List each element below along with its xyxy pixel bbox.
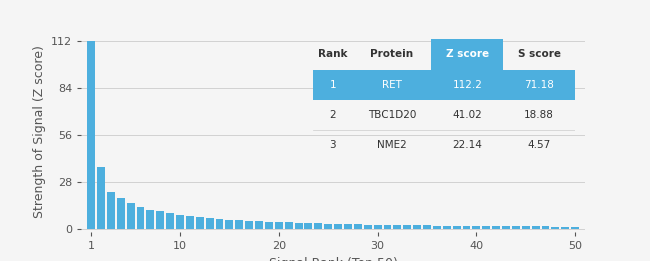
Text: 112.2: 112.2 [452,80,482,90]
Text: 4.57: 4.57 [527,140,551,150]
Bar [393,225,401,229]
Bar [245,221,253,229]
Bar [344,224,352,229]
Text: Protein: Protein [370,49,413,60]
Bar [97,167,105,229]
Text: 41.02: 41.02 [452,110,482,120]
Bar [562,227,569,229]
Bar [136,207,144,229]
Bar [403,225,411,229]
Bar [522,226,530,229]
Bar [186,216,194,229]
Bar [127,203,135,229]
Bar [423,226,431,229]
Text: RET: RET [382,80,402,90]
Bar [482,226,490,229]
Bar [463,226,471,229]
Bar [216,219,224,229]
Text: TBC1D20: TBC1D20 [368,110,416,120]
Bar [226,220,233,229]
Bar [502,226,510,229]
Bar [334,224,342,229]
Bar [443,226,450,229]
Text: 3: 3 [330,140,336,150]
Bar [176,215,184,229]
Text: 22.14: 22.14 [452,140,482,150]
Bar [532,226,539,229]
Bar [413,225,421,229]
Bar [354,224,362,229]
Text: 71.18: 71.18 [524,80,554,90]
Text: S score: S score [517,49,560,60]
Bar [156,211,164,229]
Bar [364,224,372,229]
Bar [255,221,263,229]
Bar [285,222,292,229]
Bar [235,220,243,229]
Bar [433,226,441,229]
Bar [452,226,461,229]
Bar [166,213,174,229]
Y-axis label: Strength of Signal (Z score): Strength of Signal (Z score) [32,45,46,218]
Bar [432,39,503,69]
Text: Rank: Rank [318,49,348,60]
Text: Z score: Z score [446,49,489,60]
Text: NME2: NME2 [377,140,407,150]
Bar [541,227,549,229]
Text: 2: 2 [330,110,336,120]
Bar [313,69,575,100]
Bar [551,227,559,229]
Bar [275,222,283,229]
Bar [196,217,203,229]
Bar [87,41,95,229]
Bar [265,222,273,229]
Text: 18.88: 18.88 [524,110,554,120]
Bar [315,223,322,229]
Bar [117,198,125,229]
Bar [384,225,391,229]
Bar [473,226,480,229]
Bar [512,226,520,229]
Bar [205,218,214,229]
Bar [107,192,115,229]
X-axis label: Signal Rank (Top 50): Signal Rank (Top 50) [268,257,398,261]
Bar [304,223,313,229]
Text: 1: 1 [330,80,336,90]
Bar [374,225,382,229]
Bar [571,227,579,229]
Bar [294,223,302,229]
Bar [146,210,154,229]
Bar [492,226,500,229]
Bar [324,224,332,229]
